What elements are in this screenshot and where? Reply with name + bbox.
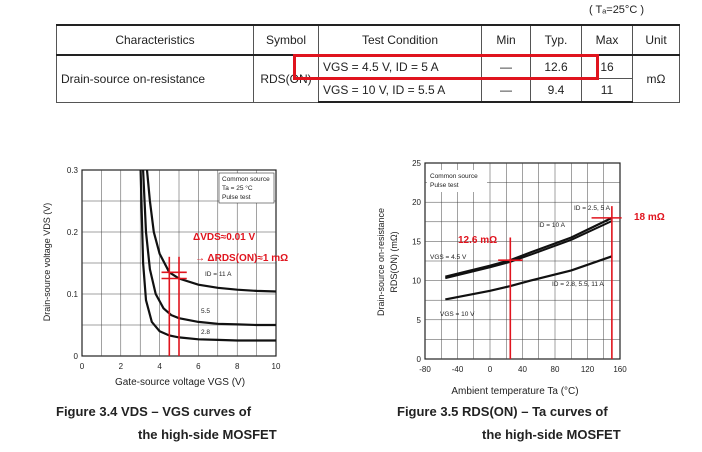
fig35-legend-text: Pulse test xyxy=(430,182,459,189)
col-symbol: Symbol xyxy=(253,24,319,56)
table-header-row: Characteristics Symbol Test Condition Mi… xyxy=(56,24,680,56)
fig34-y-tick-label: 0.2 xyxy=(67,228,79,237)
fig34-x-tick-label: 10 xyxy=(272,362,281,371)
fig35-max-annotation: 18 mΩ xyxy=(634,212,665,223)
fig34-x-tick-label: 2 xyxy=(119,362,124,371)
fig35-line-label: VGS = 4.5 V xyxy=(430,254,467,261)
fig35-x-tick-label: 40 xyxy=(518,365,527,374)
fig35-series-line-2 xyxy=(445,255,613,301)
figure-3-4-caption-2: the high-side MOSFET xyxy=(138,427,277,442)
fig34-x-tick-label: 4 xyxy=(157,362,162,371)
ambient-condition: ( Tₐ=25°C ) xyxy=(588,4,644,16)
fig35-line-label: ID = 2.5, 5 A xyxy=(574,205,611,212)
fig35-series-line-0 xyxy=(445,216,613,278)
fig35-legend-text: Common source xyxy=(430,173,478,180)
fig34-legend-text: Ta = 25 °C xyxy=(222,184,253,192)
fig35-x-tick-label: 0 xyxy=(488,365,493,374)
figure-3-4-caption: Figure 3.4 VDS – VGS curves of xyxy=(56,404,252,419)
fig34-x-tick-label: 8 xyxy=(235,362,240,371)
fig35-x-tick-label: -80 xyxy=(419,365,431,374)
fig34-y-tick-label: 0.1 xyxy=(67,290,79,299)
fig34-legend-text: Pulse test xyxy=(222,194,251,201)
spec-table: Characteristics Symbol Test Condition Mi… xyxy=(56,24,680,103)
fig34-series-label: 5.5 xyxy=(201,308,210,315)
table-row: Drain-source on-resistance RDS(ON) VGS =… xyxy=(56,54,680,103)
fig35-y-tick-label: 10 xyxy=(412,277,421,286)
col-max: Max xyxy=(581,24,633,56)
max-cell: 16 xyxy=(581,54,633,79)
fig34-legend-box xyxy=(218,172,275,204)
fig35-x-tick-label: -40 xyxy=(452,365,464,374)
col-unit: Unit xyxy=(632,24,680,56)
fig35-x-tick-label: 80 xyxy=(551,365,560,374)
table-row: VGS = 10 V, ID = 5.5 A — 9.4 11 xyxy=(57,78,680,103)
fig35-legend-box xyxy=(427,170,487,192)
col-test-condition: Test Condition xyxy=(318,24,482,56)
max-cell: 11 xyxy=(581,78,633,103)
fig35-line-label: ID = 10 A xyxy=(538,222,566,229)
fig35-y-tick-label: 15 xyxy=(412,237,421,246)
fig35-y-axis-label: Drain-source on-resistance xyxy=(376,208,386,316)
fig34-y-tick-label: 0 xyxy=(74,352,79,361)
fig34-x-axis-label: Gate-source voltage VGS (V) xyxy=(115,377,245,388)
fig35-x-tick-label: 160 xyxy=(613,365,627,374)
fig35-y-tick-label: 0 xyxy=(417,355,422,364)
fig35-y-tick-label: 25 xyxy=(412,159,421,168)
fig34-y-axis-label: Drain-source voltage VDS (V) xyxy=(42,203,52,322)
fig34-x-tick-label: 6 xyxy=(196,362,201,371)
fig35-series-line-1 xyxy=(445,220,613,280)
unit-cell: mΩ xyxy=(632,54,680,103)
col-characteristics: Characteristics xyxy=(56,24,254,56)
fig34-legend-text: Common source xyxy=(222,176,270,183)
fig34-series-label: ID = 11 A xyxy=(205,271,232,278)
fig34-x-tick-label: 0 xyxy=(80,362,85,371)
fig34-series-line-1 xyxy=(142,169,276,327)
fig35-y-tick-label: 5 xyxy=(417,316,422,325)
fig35-line-label: VGS = 10 V xyxy=(440,311,475,318)
fig35-line-label: ID = 2.8, 5.5, 11 A xyxy=(552,281,604,288)
fig35-y-tick-label: 20 xyxy=(412,198,421,207)
condition-cell: VGS = 10 V, ID = 5.5 A xyxy=(318,78,482,103)
fig35-typ-annotation: 12.6 mΩ xyxy=(458,235,497,246)
characteristic-cell: Drain-source on-resistance xyxy=(56,54,254,103)
fig35-x-tick-label: 120 xyxy=(581,365,595,374)
figure-3-5-caption: Figure 3.5 RDS(ON) – Ta curves of xyxy=(397,404,608,419)
fig34-delta-vds-annotation: ΔVDS≈0.01 V xyxy=(193,232,255,243)
fig34-y-tick-label: 0.3 xyxy=(67,166,79,175)
condition-cell: VGS = 4.5 V, ID = 5 A xyxy=(318,54,482,79)
figure-3-5-caption-2: the high-side MOSFET xyxy=(482,427,621,442)
fig34-series-label: 2.8 xyxy=(201,329,210,336)
fig35-y-axis-label-2: RDS(ON) (mΩ) xyxy=(389,231,399,292)
fig34-delta-rds-annotation: → ΔRDS(ON)≈1 mΩ xyxy=(195,253,288,264)
fig35-x-axis-label: Ambient temperature Ta (°C) xyxy=(451,386,578,397)
col-min: Min xyxy=(481,24,531,56)
